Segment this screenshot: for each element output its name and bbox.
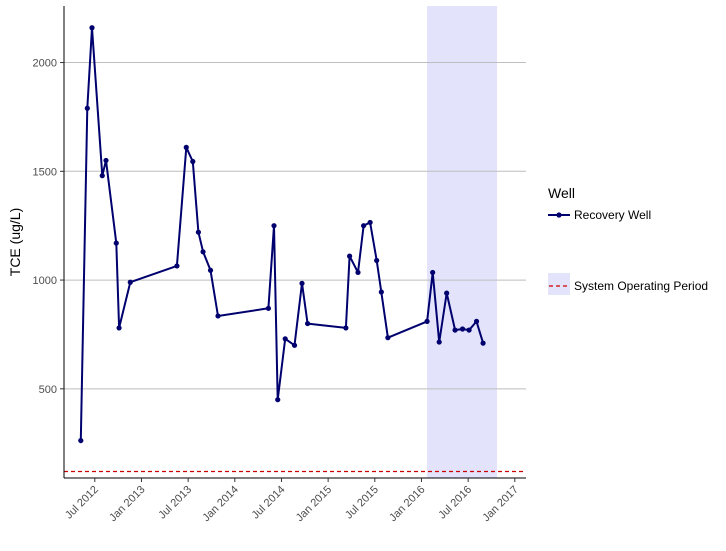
data-point xyxy=(215,313,221,319)
x-tick-label: Jan 2017 xyxy=(480,484,520,524)
data-point xyxy=(459,326,466,332)
data-point xyxy=(99,173,105,179)
y-tick-label: 1000 xyxy=(33,275,57,287)
x-tick-label: Jan 2015 xyxy=(294,484,334,524)
data-point xyxy=(200,249,206,255)
data-point xyxy=(78,437,84,444)
data-point xyxy=(183,144,189,150)
legend-title: Well xyxy=(548,185,575,201)
data-point xyxy=(275,397,281,403)
data-point xyxy=(84,105,90,111)
x-tick-label: Jul 2012 xyxy=(63,484,101,522)
data-point xyxy=(113,240,119,246)
data-point xyxy=(291,342,298,348)
data-point xyxy=(436,339,442,345)
data-point xyxy=(299,280,305,286)
data-point xyxy=(424,318,430,324)
data-point xyxy=(361,223,367,229)
data-point xyxy=(195,229,201,235)
x-tick-label: Jul 2016 xyxy=(436,484,474,522)
x-tick-label: Jan 2014 xyxy=(200,484,240,524)
y-tick-label: 2000 xyxy=(33,58,57,70)
data-point xyxy=(355,269,361,276)
y-tick-label: 1500 xyxy=(33,166,57,178)
data-point xyxy=(343,325,349,331)
x-tick-label: Jul 2015 xyxy=(343,484,381,522)
data-point xyxy=(378,289,384,295)
data-point xyxy=(282,336,288,342)
x-tick-label: Jul 2013 xyxy=(156,484,194,522)
data-point xyxy=(127,279,133,285)
data-point xyxy=(265,305,271,311)
data-point xyxy=(103,157,109,164)
data-point xyxy=(271,223,277,229)
data-point xyxy=(89,25,95,31)
data-point xyxy=(466,327,472,333)
data-point xyxy=(305,320,311,327)
y-tick-label: 500 xyxy=(39,384,57,396)
legend-label-operating-period: System Operating Period xyxy=(574,279,708,293)
data-point xyxy=(385,335,391,341)
data-point xyxy=(374,257,380,264)
x-tick-label: Jan 2013 xyxy=(107,484,147,524)
data-point xyxy=(452,327,458,333)
x-tick-label: Jan 2016 xyxy=(387,484,427,524)
legend-key-band xyxy=(548,273,570,295)
data-point xyxy=(116,325,122,331)
data-point xyxy=(473,318,480,324)
data-point xyxy=(190,158,196,165)
legend-label-recovery-well: Recovery Well xyxy=(574,208,651,222)
series-line-recovery-well xyxy=(79,26,485,441)
data-point xyxy=(207,267,214,273)
x-tick-label: Jul 2014 xyxy=(250,484,288,522)
data-point xyxy=(367,219,373,226)
legend-key-point xyxy=(556,212,562,218)
data-point xyxy=(444,290,450,296)
data-point xyxy=(347,253,353,259)
data-point xyxy=(174,263,180,269)
operating-period-band xyxy=(427,6,498,478)
data-point xyxy=(480,340,486,346)
data-point xyxy=(430,269,436,276)
y-axis-title: TCE (ug/L) xyxy=(7,208,23,276)
legend: Well Recovery Well System Operating Period xyxy=(548,185,708,295)
